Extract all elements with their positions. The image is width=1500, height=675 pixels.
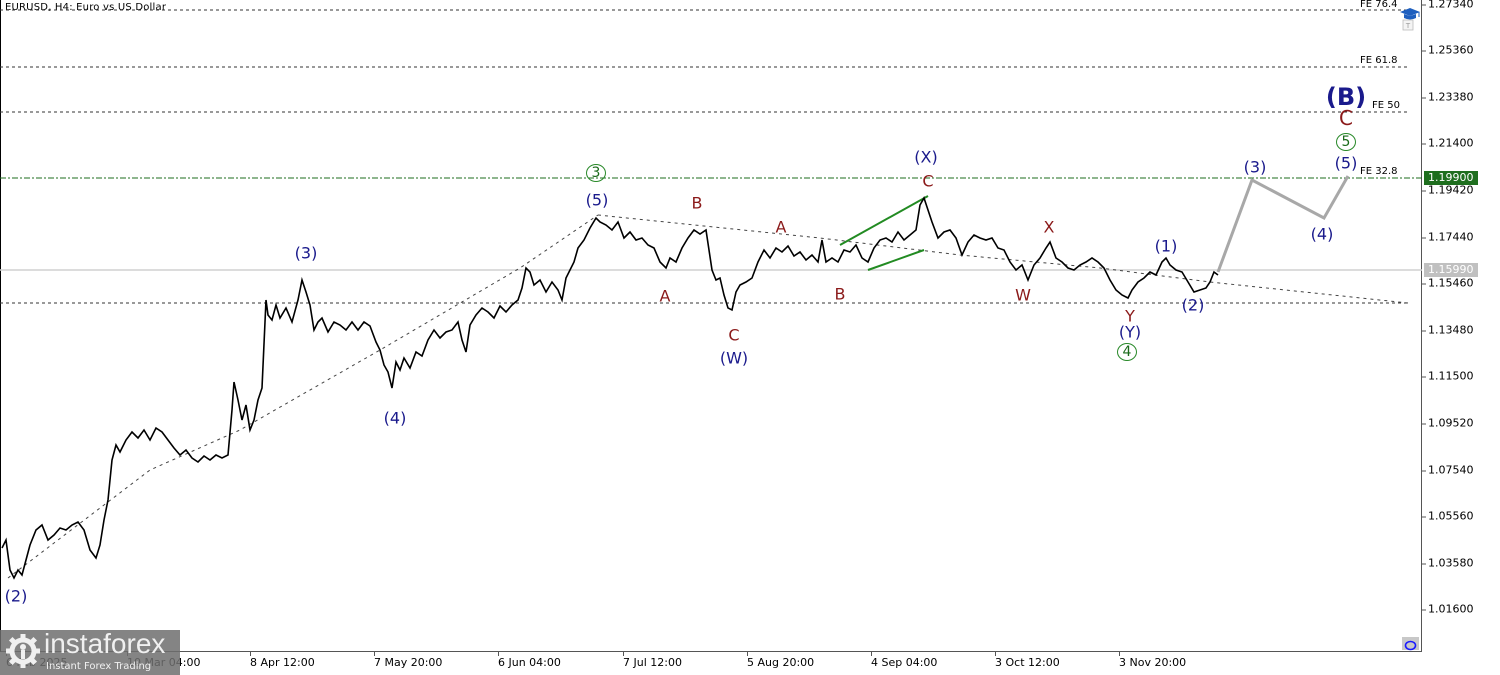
trendline-rising xyxy=(7,214,599,579)
x-tick: 8 Apr 12:00 xyxy=(250,652,315,669)
y-tick: 1.11500 xyxy=(1422,370,1474,383)
fe-76-4-label: FE 76.4 xyxy=(1360,0,1398,10)
y-tick: 1.15460 xyxy=(1422,277,1474,290)
time-axis[interactable]: 6 Feb 2025 10 Mar 04:00 8 Apr 12:00 7 Ma… xyxy=(0,652,1422,675)
price-axis[interactable]: 1.27340 1.25360 1.23380 1.21400 1.19420 … xyxy=(1422,0,1500,652)
wave-label-x-minor: X xyxy=(1043,217,1055,237)
fe-61-8-label: FE 61.8 xyxy=(1360,55,1398,66)
wave-label-w-major: (W) xyxy=(719,348,749,368)
current-price-badge: 1.15990 xyxy=(1424,263,1478,277)
wave-label-1-new: (1) xyxy=(1154,236,1178,256)
price-line xyxy=(1,196,1219,580)
gear-icon xyxy=(6,634,40,668)
y-tick: 1.17440 xyxy=(1422,231,1474,244)
fe-50-label: FE 50 xyxy=(1372,100,1400,111)
price-chart-svg xyxy=(0,9,1422,580)
wave-label-y-minor: Y xyxy=(1125,306,1135,326)
triangle-lower-line xyxy=(867,249,925,271)
wave-label-c-1: C xyxy=(728,325,740,345)
wave-label-2-new: (2) xyxy=(1181,295,1205,315)
y-tick: 1.01600 xyxy=(1422,603,1474,616)
y-tick: 1.13480 xyxy=(1422,324,1474,337)
wave-label-circled-3: 3 xyxy=(586,162,606,182)
wave-label-c-2: C xyxy=(922,171,934,191)
chart-plot-area[interactable]: EURUSD, H4: Euro vs US Dollar xyxy=(0,0,1422,652)
y-tick: 1.27340 xyxy=(1422,0,1474,11)
wave-label-5: (5) xyxy=(585,190,609,210)
y-tick: 1.23380 xyxy=(1422,91,1474,104)
x-tick: 4 Sep 04:00 xyxy=(871,652,938,669)
wave-label-w-minor: W xyxy=(1015,285,1031,305)
wave-label-circled-5: 5 xyxy=(1336,131,1356,151)
chart-title: EURUSD, H4: Euro vs US Dollar xyxy=(5,2,167,13)
y-tick: 1.07540 xyxy=(1422,464,1474,477)
svg-text:T: T xyxy=(1405,22,1411,30)
x-tick: 6 Jun 04:00 xyxy=(498,652,561,669)
x-tick: 7 May 20:00 xyxy=(374,652,443,669)
wave-label-a-1: A xyxy=(659,286,671,306)
wave-label-3-projected: (3) xyxy=(1243,157,1267,177)
instaforex-logo: instaforex Instant Forex Trading xyxy=(0,628,180,675)
logo-name: instaforex xyxy=(44,628,166,659)
graduation-cap-icon[interactable]: T xyxy=(1398,6,1422,32)
wave-label-x-major: (X) xyxy=(914,147,938,167)
y-tick: 1.09520 xyxy=(1422,417,1474,430)
wave-label-y-major: (Y) xyxy=(1118,322,1142,342)
y-tick: 1.21400 xyxy=(1422,137,1474,150)
wave-label-c-big: C xyxy=(1339,106,1353,130)
chart-corner-button[interactable] xyxy=(1402,637,1419,651)
wave-label-a-2: A xyxy=(775,217,787,237)
wave-label-2-left: (2) xyxy=(4,586,28,606)
wave-label-circled-4: 4 xyxy=(1117,341,1137,361)
x-tick: 7 Jul 12:00 xyxy=(623,652,682,669)
wave-label-4: (4) xyxy=(383,408,407,428)
x-tick: 3 Oct 12:00 xyxy=(995,652,1060,669)
wave-label-3: (3) xyxy=(294,243,318,263)
y-tick: 1.25360 xyxy=(1422,44,1474,57)
triangle-upper-line xyxy=(839,195,929,246)
projected-path xyxy=(1216,175,1350,273)
wave-label-5-projected: (5) xyxy=(1334,153,1358,173)
fe-32-8-label: FE 32.8 xyxy=(1360,166,1398,177)
circle-icon xyxy=(1404,640,1417,651)
wave-label-b-2: B xyxy=(834,284,846,304)
wave-label-4-projected: (4) xyxy=(1310,224,1334,244)
y-tick: 1.19420 xyxy=(1422,184,1474,197)
x-tick: 5 Aug 20:00 xyxy=(747,652,815,669)
logo-tagline: Instant Forex Trading xyxy=(46,661,152,672)
wave-label-b-1: B xyxy=(691,193,703,213)
trendline-falling xyxy=(597,214,1409,304)
level-price-badge: 1.19900 xyxy=(1424,171,1478,185)
x-tick: 3 Nov 20:00 xyxy=(1119,652,1187,669)
y-tick: 1.03580 xyxy=(1422,557,1474,570)
wave-label-b-big: (B) xyxy=(1325,83,1367,111)
y-tick: 1.05560 xyxy=(1422,510,1474,523)
